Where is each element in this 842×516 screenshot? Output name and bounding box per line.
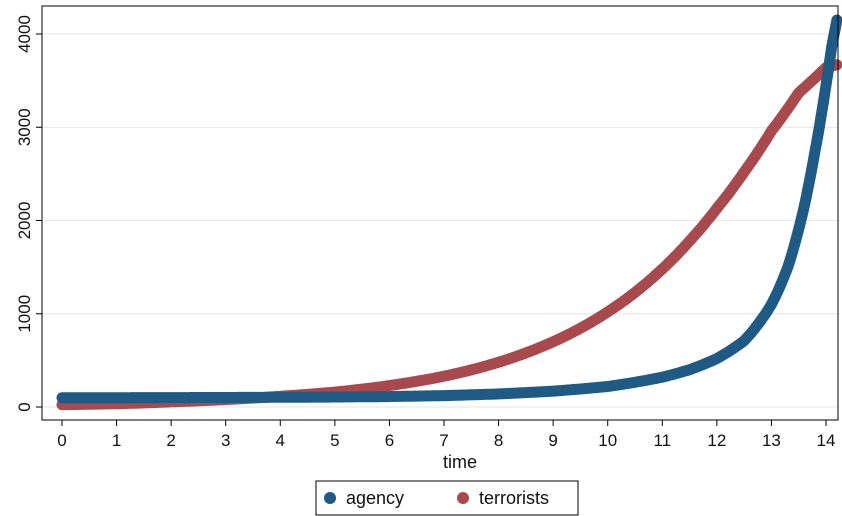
- x-tick-label: 4: [276, 431, 285, 450]
- x-tick-label: 1: [112, 431, 121, 450]
- y-tick-label: 2000: [15, 202, 34, 240]
- legend-label-terrorists: terrorists: [479, 488, 549, 508]
- x-tick-label: 11: [653, 431, 671, 450]
- series-line-agency: [56, 14, 842, 404]
- y-tick-label: 1000: [15, 295, 34, 333]
- y-tick-label: 4000: [15, 15, 34, 53]
- legend-marker-terrorists: [457, 492, 469, 504]
- x-tick-label: 0: [57, 431, 66, 450]
- x-axis-title: time: [443, 452, 477, 472]
- gridlines: [42, 33, 838, 408]
- y-tick-label: 0: [15, 402, 34, 411]
- x-tick-label: 7: [439, 431, 448, 450]
- legend: agency terrorists: [315, 480, 579, 516]
- x-tick-label: 9: [548, 431, 557, 450]
- y-tick-label: 3000: [15, 108, 34, 146]
- x-tick-label: 5: [330, 431, 339, 450]
- x-tick-label: 3: [221, 431, 230, 450]
- legend-label-agency: agency: [346, 488, 404, 508]
- legend-marker-agency: [324, 492, 336, 504]
- plot-frame: [41, 5, 839, 421]
- x-tick-label: 8: [494, 431, 503, 450]
- x-tick-label: 13: [762, 431, 781, 450]
- x-tick-label: 14: [817, 431, 836, 450]
- x-tick-label: 2: [166, 431, 175, 450]
- legend-box: [315, 480, 579, 516]
- series-layer: [56, 14, 842, 411]
- x-tick-label: 12: [707, 431, 726, 450]
- x-tick-label: 10: [598, 431, 617, 450]
- x-tick-label: 6: [385, 431, 394, 450]
